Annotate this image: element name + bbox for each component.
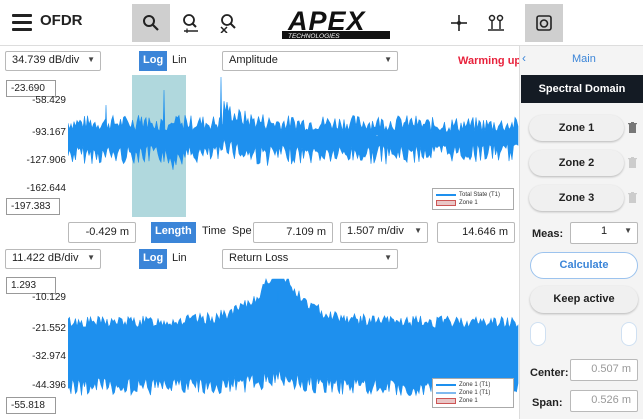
y-tick: -127.906	[26, 155, 66, 166]
next-zone-button[interactable]	[621, 322, 637, 346]
span-field[interactable]: 0.526 m	[570, 390, 638, 412]
bottom-scale-value: 11.422 dB/div	[12, 252, 79, 264]
top-ymax-field[interactable]: -23.690	[6, 80, 56, 97]
x-scale-dropdown[interactable]: 1.507 m/div ▼	[340, 222, 428, 243]
chevron-down-icon: ▼	[87, 55, 95, 64]
meas-label: Meas:	[532, 228, 564, 240]
zone-3-button[interactable]: Zone 3	[529, 185, 624, 211]
y-tick: -44.396	[32, 380, 66, 391]
trash-icon[interactable]	[628, 122, 637, 133]
chevron-down-icon: ▼	[384, 253, 392, 262]
bottom-mode-value: Return Loss	[229, 252, 289, 264]
bottom-log-toggle[interactable]: Log	[139, 249, 168, 269]
bottom-mode-dropdown[interactable]: Return Loss ▼	[222, 249, 398, 269]
top-lin-toggle[interactable]: Lin	[172, 54, 187, 66]
top-legend: Total State (T1) Zone 1	[432, 188, 514, 210]
x-mid-field[interactable]: 7.109 m	[253, 222, 333, 243]
bottom-legend: Zone 1 (T1) Zone 1 (T1) Zone 1	[432, 378, 514, 408]
crosshair-icon[interactable]	[440, 4, 478, 42]
y-tick: -21.552	[32, 323, 66, 334]
x-scale-value: 1.507 m/div	[347, 225, 404, 237]
zone-2-button[interactable]: Zone 2	[529, 150, 624, 176]
logo-subtext: TECHNOLOGIES	[288, 33, 340, 40]
x-end-field[interactable]: 14.646 m	[437, 222, 515, 243]
legend-entry: Zone 1	[459, 200, 478, 206]
top-mode-dropdown[interactable]: Amplitude ▼	[222, 51, 398, 71]
top-mode-value: Amplitude	[229, 54, 278, 66]
top-ymin-field[interactable]: -197.383	[6, 198, 60, 215]
chevron-down-icon: ▼	[414, 226, 422, 235]
main-link[interactable]: Main	[572, 53, 596, 65]
menu-icon[interactable]	[12, 14, 32, 31]
back-arrow-icon[interactable]: ‹	[522, 51, 526, 65]
keep-active-label: Keep active	[553, 293, 615, 305]
y-tick: -58.429	[32, 95, 66, 106]
bottom-ymin-field[interactable]: -55.818	[6, 397, 56, 414]
top-scale-value: 34.739 dB/div	[12, 54, 80, 66]
bottom-ymax-field[interactable]: 1.293	[6, 277, 56, 294]
meas-value: 1	[600, 225, 608, 237]
legend-entry: Zone 1	[459, 398, 478, 404]
bottom-y-ticks: -10.129 -21.552 -32.974 -44.396	[0, 292, 66, 392]
y-tick: -32.974	[32, 351, 66, 362]
speed-toggle[interactable]: Spe	[232, 225, 252, 237]
y-tick: -93.167	[32, 127, 66, 138]
bottom-lin-toggle[interactable]: Lin	[172, 252, 187, 264]
zoom-out-icon[interactable]	[210, 4, 248, 42]
chevron-down-icon: ▼	[87, 253, 95, 262]
center-label: Center:	[530, 367, 569, 379]
app-title: OFDR	[40, 12, 83, 29]
zone-1-button[interactable]: Zone 1	[529, 115, 624, 141]
bottom-scale-dropdown[interactable]: 11.422 dB/div ▼	[5, 249, 101, 269]
chevron-down-icon: ▼	[624, 226, 632, 235]
x-start-field[interactable]: -0.429 m	[68, 222, 136, 243]
apex-logo: APEX TECHNOLOGIES	[280, 6, 415, 42]
zoom-in-icon[interactable]	[172, 4, 210, 42]
trash-icon[interactable]	[628, 192, 637, 203]
chevron-down-icon: ▼	[384, 55, 392, 64]
time-toggle[interactable]: Time	[202, 225, 227, 237]
top-y-ticks: -58.429 -93.167 -127.906 -162.644	[0, 95, 66, 195]
zoom-icon[interactable]	[132, 4, 170, 42]
prev-zone-button[interactable]	[530, 322, 546, 346]
meas-dropdown[interactable]: 1 ▼	[570, 222, 638, 244]
keep-active-button[interactable]: Keep active	[530, 286, 638, 313]
top-log-toggle[interactable]: Log	[139, 51, 168, 71]
legend-entry: Total State (T1)	[459, 192, 501, 198]
trash-icon[interactable]	[628, 157, 637, 168]
calculate-button[interactable]: Calculate	[530, 252, 638, 279]
legend-entry: Zone 1 (T1)	[459, 390, 491, 396]
camera-icon[interactable]	[525, 4, 563, 42]
span-label: Span:	[532, 397, 563, 409]
markers-icon[interactable]	[477, 4, 515, 42]
length-toggle[interactable]: Length	[151, 222, 196, 243]
legend-entry: Zone 1 (T1)	[459, 382, 491, 388]
warming-status: Warming up	[458, 55, 522, 67]
y-tick: -10.129	[32, 292, 66, 303]
y-tick: -162.644	[26, 183, 66, 194]
center-field[interactable]: 0.507 m	[570, 359, 638, 381]
spectral-domain-tab[interactable]: Spectral Domain	[521, 75, 643, 103]
top-scale-dropdown[interactable]: 34.739 dB/div ▼	[5, 51, 101, 71]
